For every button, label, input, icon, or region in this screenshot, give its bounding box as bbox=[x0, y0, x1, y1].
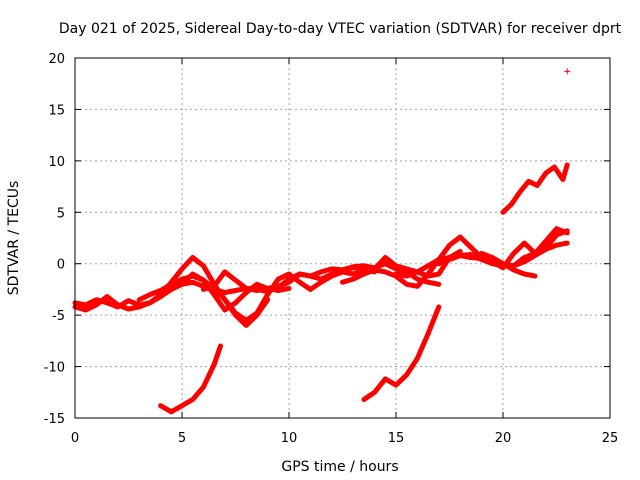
x-tick-label: 5 bbox=[178, 431, 186, 446]
x-tick-label: 0 bbox=[71, 431, 79, 446]
y-tick-label: 5 bbox=[57, 206, 65, 221]
plot-frame bbox=[74, 57, 611, 419]
y-tick-label: -15 bbox=[44, 412, 65, 427]
y-tick-label: -5 bbox=[52, 309, 65, 324]
y-tick-label: 20 bbox=[48, 52, 65, 67]
series-sat-l bbox=[361, 304, 442, 402]
y-tick-label: -10 bbox=[44, 361, 65, 376]
x-tick-label: 15 bbox=[388, 431, 405, 446]
x-axis-label: GPS time / hours bbox=[281, 459, 398, 475]
series-sat-i bbox=[479, 226, 570, 269]
y-axis-label: SDTVAR / TECUs bbox=[6, 181, 22, 296]
y-tick-label: 10 bbox=[48, 155, 65, 170]
point-outlier bbox=[564, 68, 571, 75]
chart-title: Day 021 of 2025, Sidereal Day-to-day VTE… bbox=[59, 21, 622, 37]
series-sat-h bbox=[436, 228, 570, 271]
y-tick-label: 15 bbox=[48, 103, 65, 118]
grid-lines bbox=[75, 58, 610, 418]
series-sat-k bbox=[158, 343, 223, 415]
plot-area bbox=[72, 68, 571, 415]
x-tick-label: 25 bbox=[602, 431, 619, 446]
x-tick-label: 20 bbox=[495, 431, 512, 446]
series-sat-j bbox=[500, 162, 570, 215]
y-tick-label: 0 bbox=[57, 258, 65, 273]
x-tick-label: 10 bbox=[281, 431, 298, 446]
